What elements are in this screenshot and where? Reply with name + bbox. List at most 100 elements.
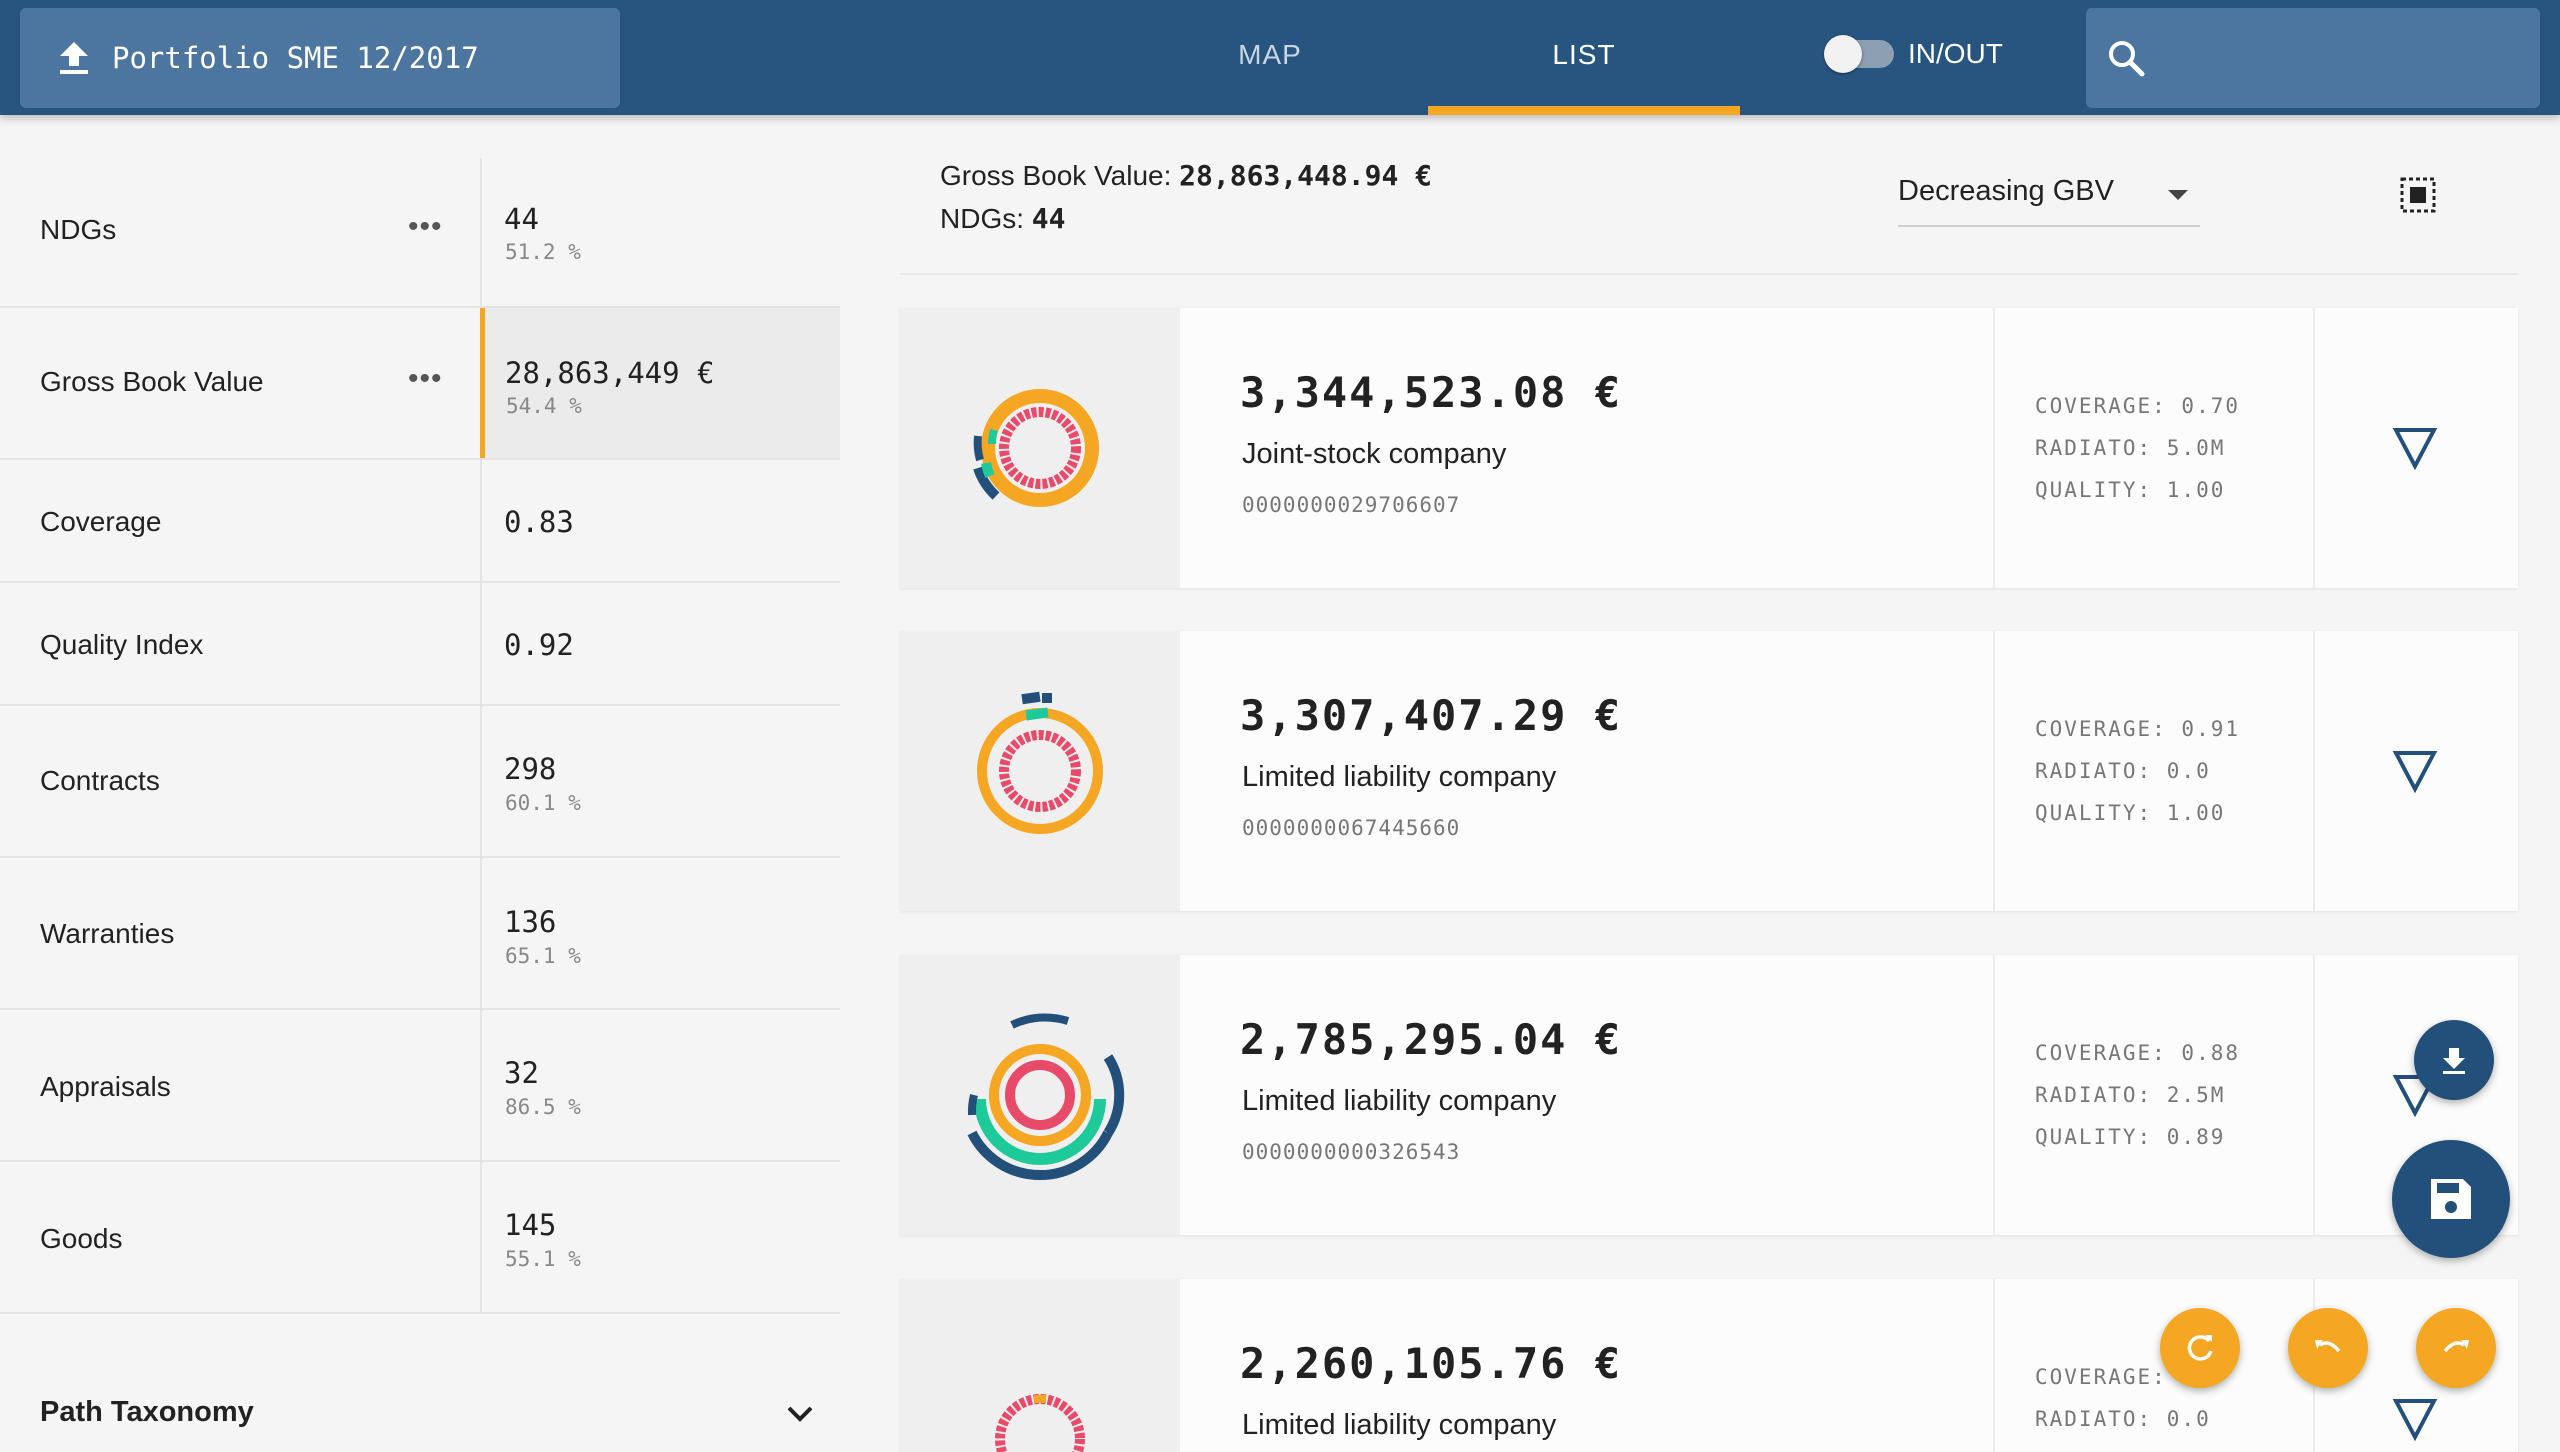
stat-value: 32 — [504, 1056, 539, 1090]
card-ndg-id: 0000000000326543 — [1242, 1140, 1461, 1164]
chevron-down-icon[interactable] — [780, 1394, 820, 1434]
sunburst-chart — [967, 1013, 1125, 1181]
stat-percent: 86.5 % — [505, 1095, 581, 1119]
stat-value: 0.83 — [504, 505, 574, 539]
ndg-card[interactable]: 2,785,295.04 € Limited liability company… — [900, 955, 2518, 1235]
card-radiato: RADIATO: 0.0 — [2035, 1407, 2211, 1431]
stat-value-cell: 28,863,449 € 54.4 % — [480, 308, 840, 458]
ndg-card[interactable]: 3,344,523.08 € Joint-stock company 00000… — [900, 308, 2518, 588]
stat-value: 44 — [504, 202, 539, 236]
search-icon — [2109, 41, 2145, 77]
save-icon — [2431, 1179, 2471, 1219]
sort-select[interactable]: Decreasing GBV — [1898, 175, 2200, 227]
stat-row-gross-book-value[interactable]: Gross Book Value ••• 28,863,449 € 54.4 % — [0, 308, 840, 460]
stat-label: Goods — [40, 1223, 123, 1254]
stat-value-cell: 0.92 — [480, 583, 840, 704]
card-coverage: COVERAGE: 0.91 — [2035, 717, 2241, 741]
stat-label: Quality Index — [40, 629, 204, 660]
undo-icon — [2315, 1340, 2341, 1353]
top-bar: Portfolio SME 12/2017 MAP LIST IN/OUT — [0, 0, 2560, 115]
card-radiato: RADIATO: 0.0 — [2035, 759, 2211, 783]
stat-percent: 65.1 % — [505, 944, 581, 968]
card-quality: QUALITY: 1.00 — [2035, 478, 2226, 502]
stat-percent: 60.1 % — [505, 791, 581, 815]
sunburst-thumbnail — [900, 955, 1180, 1235]
redo-button[interactable] — [2416, 1308, 2496, 1388]
stat-value: 0.92 — [504, 628, 574, 662]
save-button[interactable] — [2392, 1140, 2510, 1258]
more-dots-icon[interactable]: ••• — [408, 362, 443, 395]
undo-button[interactable] — [2288, 1308, 2368, 1388]
tab-list[interactable]: LIST — [1552, 39, 1616, 70]
download-button[interactable] — [2414, 1020, 2494, 1100]
card-company-type: Limited liability company — [1242, 1409, 1557, 1441]
stat-label: Contracts — [40, 765, 160, 796]
search-box[interactable] — [2086, 8, 2540, 108]
path-taxonomy-heading[interactable]: Path Taxonomy — [40, 1396, 254, 1428]
select-all-icon[interactable] — [2398, 175, 2438, 215]
expand-triangle-icon[interactable] — [2392, 426, 2438, 470]
card-amount: 2,785,295.04 € — [1240, 1015, 1623, 1064]
tab-map[interactable]: MAP — [1238, 39, 1302, 70]
stat-row-goods: Goods 145 55.1 % — [0, 1162, 840, 1314]
portfolio-upload-button[interactable]: Portfolio SME 12/2017 — [20, 8, 620, 108]
portfolio-label: Portfolio SME 12/2017 — [112, 41, 479, 75]
sort-value: Decreasing GBV — [1898, 175, 2114, 207]
gbv-summary: Gross Book Value: 28,863,448.94 € — [940, 159, 1432, 192]
card-radiato: RADIATO: 2.5M — [2035, 1083, 2226, 1107]
card-company-type: Limited liability company — [1242, 1085, 1557, 1117]
stat-percent: 55.1 % — [505, 1247, 581, 1271]
stat-row-coverage: Coverage 0.83 — [0, 460, 840, 583]
refresh-button[interactable] — [2160, 1308, 2240, 1388]
stat-label: Appraisals — [40, 1071, 171, 1102]
stat-percent: 54.4 % — [506, 394, 582, 418]
caret-down-icon — [2168, 190, 2188, 200]
card-metrics: COVERAGE: 0. RADIATO: 0.0 — [1993, 1279, 2315, 1452]
stat-value-cell: 44 51.2 % — [480, 158, 840, 306]
download-icon — [2443, 1048, 2465, 1074]
sunburst-thumbnail — [900, 631, 1180, 911]
ndg-card[interactable]: 3,307,407.29 € Limited liability company… — [900, 631, 2518, 911]
sunburst-chart — [973, 389, 1099, 507]
expand-triangle-icon[interactable] — [2392, 1397, 2438, 1441]
stat-row-appraisals: Appraisals 32 86.5 % — [0, 1010, 840, 1162]
active-tab-indicator — [1428, 106, 1740, 115]
stat-value-cell: 136 65.1 % — [480, 858, 840, 1008]
in-out-toggle[interactable]: IN/OUT — [1824, 35, 2003, 73]
stat-value: 136 — [504, 905, 557, 939]
toggle-track[interactable] — [1824, 35, 1894, 73]
upload-icon — [60, 42, 88, 74]
sunburst-thumbnail — [900, 308, 1180, 588]
card-amount: 2,260,105.76 € — [1240, 1339, 1623, 1388]
redo-icon — [2443, 1340, 2469, 1353]
stat-label: Warranties — [40, 918, 175, 949]
gbv-label: Gross Book Value: — [940, 160, 1172, 191]
refresh-icon — [2187, 1335, 2213, 1361]
card-company-type: Joint-stock company — [1242, 438, 1507, 470]
card-ndg-id: 0000000029706607 — [1242, 493, 1461, 517]
stat-row-warranties: Warranties 136 65.1 % — [0, 858, 840, 1010]
card-quality: QUALITY: 0.89 — [2035, 1125, 2226, 1149]
stat-label: NDGs — [40, 214, 117, 245]
stat-value: 28,863,449 € — [505, 356, 715, 390]
card-amount: 3,307,407.29 € — [1240, 691, 1623, 740]
stat-row-quality-index: Quality Index 0.92 — [0, 583, 840, 706]
gbv-value: 28,863,448.94 € — [1179, 159, 1433, 192]
toggle-knob[interactable] — [1824, 35, 1862, 73]
card-ndg-id: 0000000067445660 — [1242, 816, 1461, 840]
expand-triangle-icon[interactable] — [2392, 1073, 2438, 1117]
sunburst-thumbnail — [900, 1279, 1180, 1452]
stats-sidebar: NDGs ••• 44 51.2 % Gross Book Value ••• … — [0, 158, 840, 1452]
stat-row-contracts: Contracts 298 60.1 % — [0, 706, 840, 858]
ndgs-label: NDGs: — [940, 203, 1024, 234]
ndgs-value: 44 — [1031, 202, 1066, 235]
more-dots-icon[interactable]: ••• — [408, 210, 443, 243]
list-summary-header: Gross Book Value: 28,863,448.94 € NDGs: … — [900, 115, 2518, 275]
stat-value-cell: 145 55.1 % — [480, 1162, 840, 1312]
sunburst-chart — [977, 691, 1103, 834]
card-company-type: Limited liability company — [1242, 761, 1557, 793]
stat-value: 145 — [504, 1208, 557, 1242]
expand-triangle-icon[interactable] — [2392, 749, 2438, 793]
ndg-card[interactable]: 2,260,105.76 € Limited liability company… — [900, 1279, 2518, 1452]
stat-value-cell: 0.83 — [480, 460, 840, 581]
